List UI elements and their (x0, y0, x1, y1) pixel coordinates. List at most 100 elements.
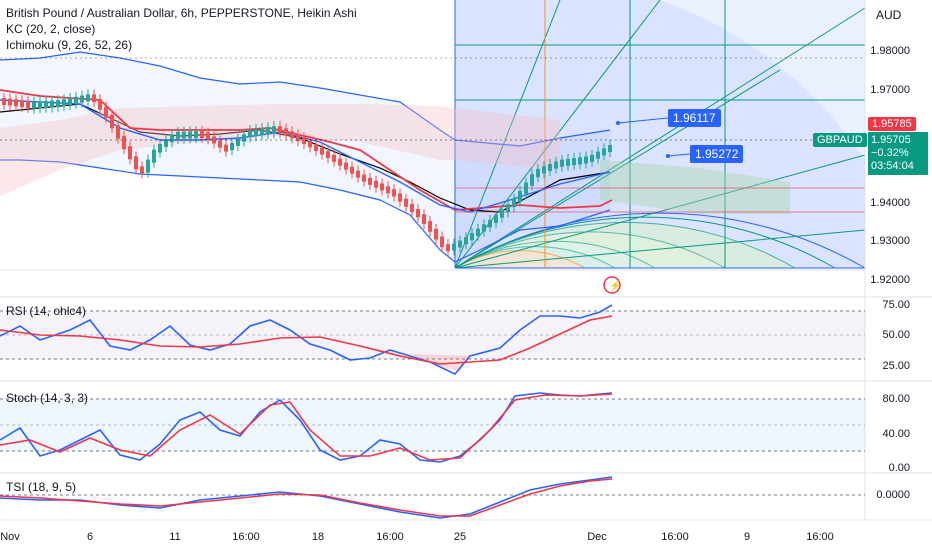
time-tick: 18 (311, 531, 325, 543)
candle-body (560, 159, 564, 167)
candle-body (62, 99, 66, 107)
gann-fan-drawing[interactable] (454, 0, 866, 269)
candle-body (230, 142, 234, 151)
price-tick: 1.93000 (870, 235, 910, 247)
candle-body (554, 161, 558, 169)
candle-body (602, 148, 606, 156)
currency-label[interactable]: AUD (876, 8, 902, 22)
price-callout-lower[interactable]: 1.95272 (690, 145, 744, 163)
price-tick: 1.92000 (870, 274, 910, 286)
candle-body (608, 145, 612, 153)
candle-body (326, 151, 330, 159)
candle-body (548, 164, 552, 171)
kc-legend[interactable]: KC (20, 2, close) (6, 22, 96, 36)
candle-body (416, 209, 420, 218)
candle-body (284, 128, 288, 136)
stoch-legend[interactable]: Stoch (14, 3, 3) (6, 391, 89, 405)
red-price-tag: 1.95785 (868, 117, 916, 131)
candle-body (320, 147, 324, 155)
candle-body (278, 126, 282, 134)
candle-body (224, 144, 228, 152)
candle-body (128, 146, 132, 160)
candle-body (314, 144, 318, 151)
candle-body (200, 131, 204, 139)
candle-body (50, 100, 54, 108)
ichimoku-legend[interactable]: Ichimoku (9, 26, 52, 26) (6, 38, 133, 52)
time-tick: 16:00 (661, 531, 689, 543)
candle-body (344, 162, 348, 170)
price-change: −0.32% (871, 147, 909, 159)
candle-body (422, 214, 426, 225)
candle-body (14, 99, 18, 107)
candle-body (386, 186, 390, 194)
candle-body (32, 101, 36, 109)
candle-body (434, 228, 438, 240)
candle-body (368, 177, 372, 185)
candle-body (578, 157, 582, 165)
tsi-legend[interactable]: TSI (18, 9, 5) (6, 480, 77, 494)
time-tick: 25 (453, 531, 467, 543)
candle-body (194, 131, 198, 139)
rsi-tick: 25.00 (882, 360, 910, 372)
time-tick: 11 (169, 531, 181, 543)
candle-body (134, 156, 138, 170)
candle-body (410, 203, 414, 213)
heikin-ashi-candles (2, 89, 612, 257)
rsi-legend[interactable]: RSI (14, ohlc4) (6, 304, 87, 318)
candle-body (146, 159, 150, 173)
candle-body (494, 214, 498, 223)
candle-body (464, 237, 468, 245)
candle-body (122, 135, 126, 150)
candle-body (440, 236, 444, 248)
svg-text:⚡: ⚡ (609, 279, 621, 292)
candle-body (482, 224, 486, 232)
price-callout-upper[interactable]: 1.96117 (668, 109, 721, 127)
candle-body (536, 168, 540, 178)
candle-body (398, 193, 402, 202)
candle-body (44, 100, 48, 108)
candle-body (104, 106, 108, 118)
time-tick: 16:00 (806, 531, 834, 543)
candle-body (596, 151, 600, 159)
candle-body (542, 166, 546, 174)
candle-body (506, 204, 510, 213)
candle-body (404, 198, 408, 207)
candle-body (572, 158, 576, 166)
candle-body (260, 128, 264, 136)
chart-title: British Pound / Australian Dollar, 6h, P… (6, 6, 357, 20)
price-tick: 1.97000 (870, 84, 910, 96)
rsi-tick: 50.00 (882, 329, 910, 341)
candle-body (296, 134, 300, 142)
price-tick: 1.98000 (870, 45, 910, 57)
stochastic-pane (0, 392, 865, 463)
candle-body (176, 131, 180, 139)
ichimoku-cloud (0, 89, 865, 214)
candle-body (584, 156, 588, 164)
candle-body (26, 100, 30, 108)
price-tick: 1.94000 (870, 197, 910, 209)
candle-body (20, 100, 24, 108)
candle-body (158, 144, 162, 153)
time-tick: Nov (0, 531, 20, 543)
candle-body (524, 182, 528, 194)
candle-body (590, 154, 594, 162)
candle-body (56, 100, 60, 108)
candle-body (68, 98, 72, 105)
candle-body (140, 166, 144, 174)
bar-countdown: 03:54:04 (871, 160, 914, 172)
candle-body (266, 127, 270, 135)
candle-body (188, 131, 192, 139)
candle-body (566, 158, 570, 166)
time-tick: 16:00 (376, 531, 404, 543)
candle-body (512, 198, 516, 208)
candle-body (2, 98, 6, 105)
alert-icon[interactable] (603, 276, 621, 294)
time-tick: 6 (86, 531, 94, 543)
tsi-tick: 0.0000 (876, 489, 910, 501)
candle-body (488, 220, 492, 228)
candle-body (242, 134, 246, 142)
candle-body (86, 94, 90, 102)
stoch-tick: 0.00 (888, 462, 910, 474)
candle-body (452, 243, 456, 251)
